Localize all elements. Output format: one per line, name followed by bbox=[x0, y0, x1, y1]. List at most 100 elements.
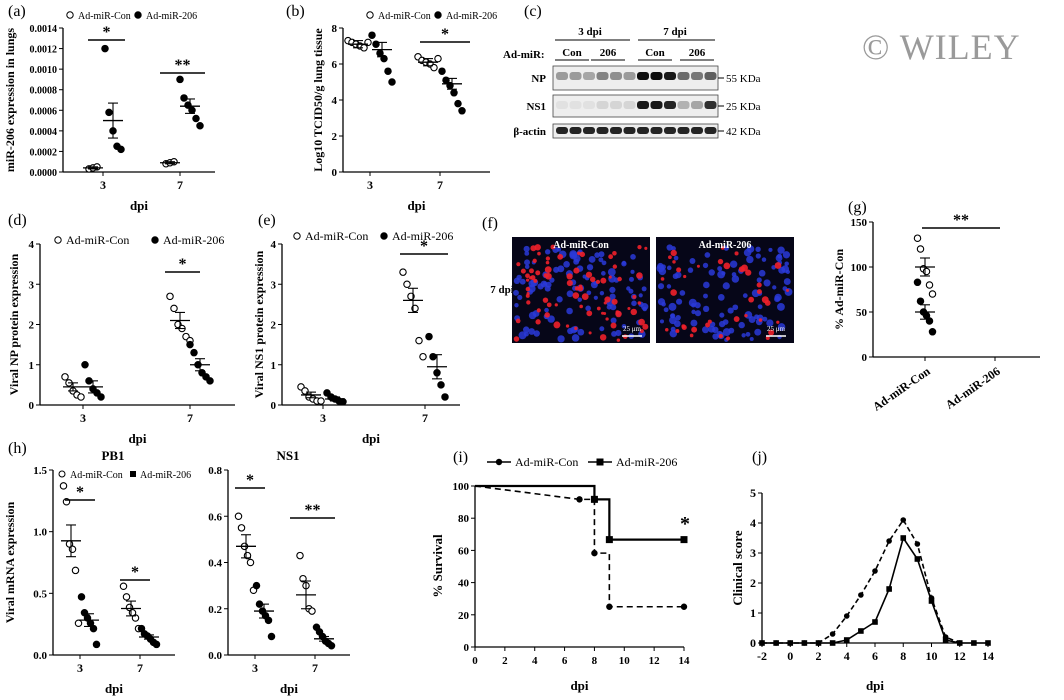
viral-stain-dot bbox=[536, 308, 541, 313]
y-axis-label: miR-206 expression in lungs bbox=[3, 28, 17, 172]
x-tick-label: 3 bbox=[320, 411, 326, 425]
actin-band bbox=[691, 127, 703, 134]
nucleus-dot bbox=[702, 262, 709, 269]
viral-stain-dot bbox=[717, 258, 724, 265]
y-tick-label: 1 bbox=[271, 360, 277, 372]
y-tick-label: 0.0012 bbox=[30, 45, 58, 56]
nucleus-dot bbox=[783, 278, 791, 285]
significance-star: ** bbox=[175, 57, 191, 74]
nucleus-dot bbox=[729, 260, 738, 268]
viral-stain-dot bbox=[596, 306, 601, 311]
nucleus-dot bbox=[754, 328, 762, 336]
viral-stain-dot bbox=[530, 245, 537, 252]
legend-label: Ad-miR-206 bbox=[163, 233, 224, 247]
nucleus-dot bbox=[599, 326, 605, 332]
x-axis-label: dpi bbox=[128, 431, 146, 446]
nucleus-dot bbox=[519, 278, 526, 285]
viral-stain-dot bbox=[530, 275, 536, 281]
data-point bbox=[928, 290, 937, 298]
nucleus-dot bbox=[585, 305, 591, 312]
panel-label: (c) bbox=[524, 3, 542, 20]
nucleus-dot bbox=[719, 312, 725, 318]
data-point bbox=[176, 75, 184, 84]
y-axis-label: Viral NP protein expression bbox=[7, 253, 21, 395]
blot-row-label: β-actin bbox=[513, 126, 546, 138]
viral-stain-dot bbox=[691, 326, 698, 333]
score-marker bbox=[829, 640, 836, 646]
nucleus-dot bbox=[631, 300, 637, 307]
data-point bbox=[916, 297, 925, 305]
viral-stain-dot bbox=[525, 273, 530, 279]
viral-stain-dot bbox=[665, 328, 669, 332]
viral-stain-dot bbox=[676, 267, 682, 273]
nucleus-dot bbox=[673, 255, 679, 261]
nucleus-dot bbox=[758, 269, 766, 277]
x-tick-label: 14 bbox=[679, 655, 691, 667]
x-tick-label: 7 bbox=[137, 661, 143, 675]
viral-stain-dot bbox=[774, 262, 782, 269]
viral-stain-dot bbox=[768, 329, 775, 336]
data-point bbox=[419, 352, 427, 361]
nucleus-dot bbox=[731, 272, 737, 277]
nucleus-dot bbox=[609, 286, 616, 293]
size-label: 55 KDa bbox=[726, 73, 761, 85]
significance-star: ** bbox=[305, 502, 321, 519]
lane-label: Con bbox=[645, 47, 665, 59]
score-marker bbox=[956, 640, 963, 646]
viral-stain-dot bbox=[545, 272, 552, 280]
legend-label: Ad-miR-Con bbox=[66, 233, 129, 247]
x-tick-label: 2 bbox=[816, 649, 822, 663]
actin-band bbox=[650, 127, 663, 134]
data-point bbox=[368, 31, 376, 39]
panel-label: (e) bbox=[258, 212, 276, 229]
viral-stain-dot bbox=[553, 321, 561, 329]
nucleus-dot bbox=[691, 309, 696, 315]
data-point bbox=[152, 640, 161, 649]
legend-label: Ad-miR-206 bbox=[146, 11, 197, 22]
data-point bbox=[327, 641, 336, 650]
significance-star: * bbox=[246, 472, 254, 489]
panel-label: (i) bbox=[453, 449, 468, 466]
nucleus-dot bbox=[544, 249, 551, 255]
viral-stain-dot bbox=[733, 316, 740, 322]
viral-stain-dot bbox=[595, 279, 601, 284]
y-axis-label: Viral NS1 protein expression bbox=[252, 250, 266, 398]
viral-stain-dot bbox=[515, 318, 521, 324]
blot-row-label: NS1 bbox=[526, 101, 546, 113]
score-marker bbox=[872, 619, 878, 625]
group-label: 7 dpi bbox=[663, 26, 687, 38]
data-point bbox=[317, 397, 325, 405]
viral-stain-dot bbox=[572, 292, 580, 299]
y-tick-label: 3 bbox=[750, 546, 756, 560]
viral-stain-dot bbox=[544, 266, 552, 274]
actin-band bbox=[677, 127, 690, 134]
viral-stain-dot bbox=[612, 264, 618, 269]
nucleus-dot bbox=[542, 281, 548, 286]
x-tick-label: 8 bbox=[900, 649, 906, 663]
viral-stain-dot bbox=[565, 324, 570, 328]
blot-strip bbox=[552, 65, 719, 91]
nucleus-dot bbox=[524, 259, 531, 266]
y-tick-label: 0.8 bbox=[208, 465, 222, 477]
data-point bbox=[97, 393, 105, 401]
data-point bbox=[206, 377, 214, 385]
viral-stain-dot bbox=[533, 278, 538, 283]
legend-marker bbox=[130, 471, 136, 477]
x-tick-label: 3 bbox=[367, 178, 373, 192]
scale-label: 25 μm bbox=[767, 325, 786, 333]
viral-stain-dot bbox=[705, 322, 711, 328]
y-tick-label: 2 bbox=[271, 320, 277, 332]
y-tick-label: 0.0006 bbox=[30, 106, 58, 117]
y-tick-label: 50 bbox=[856, 307, 868, 319]
nucleus-dot bbox=[778, 266, 786, 274]
viral-stain-dot bbox=[672, 260, 676, 264]
ns1-band bbox=[610, 101, 622, 109]
y-tick-label: 1.0 bbox=[33, 527, 47, 539]
data-point bbox=[438, 67, 446, 75]
survival-marker bbox=[605, 536, 613, 544]
data-point bbox=[403, 280, 411, 288]
ns1-band bbox=[677, 101, 690, 109]
nucleus-dot bbox=[528, 328, 535, 335]
score-marker bbox=[801, 640, 808, 646]
y-tick-label: 0.0008 bbox=[30, 86, 58, 97]
